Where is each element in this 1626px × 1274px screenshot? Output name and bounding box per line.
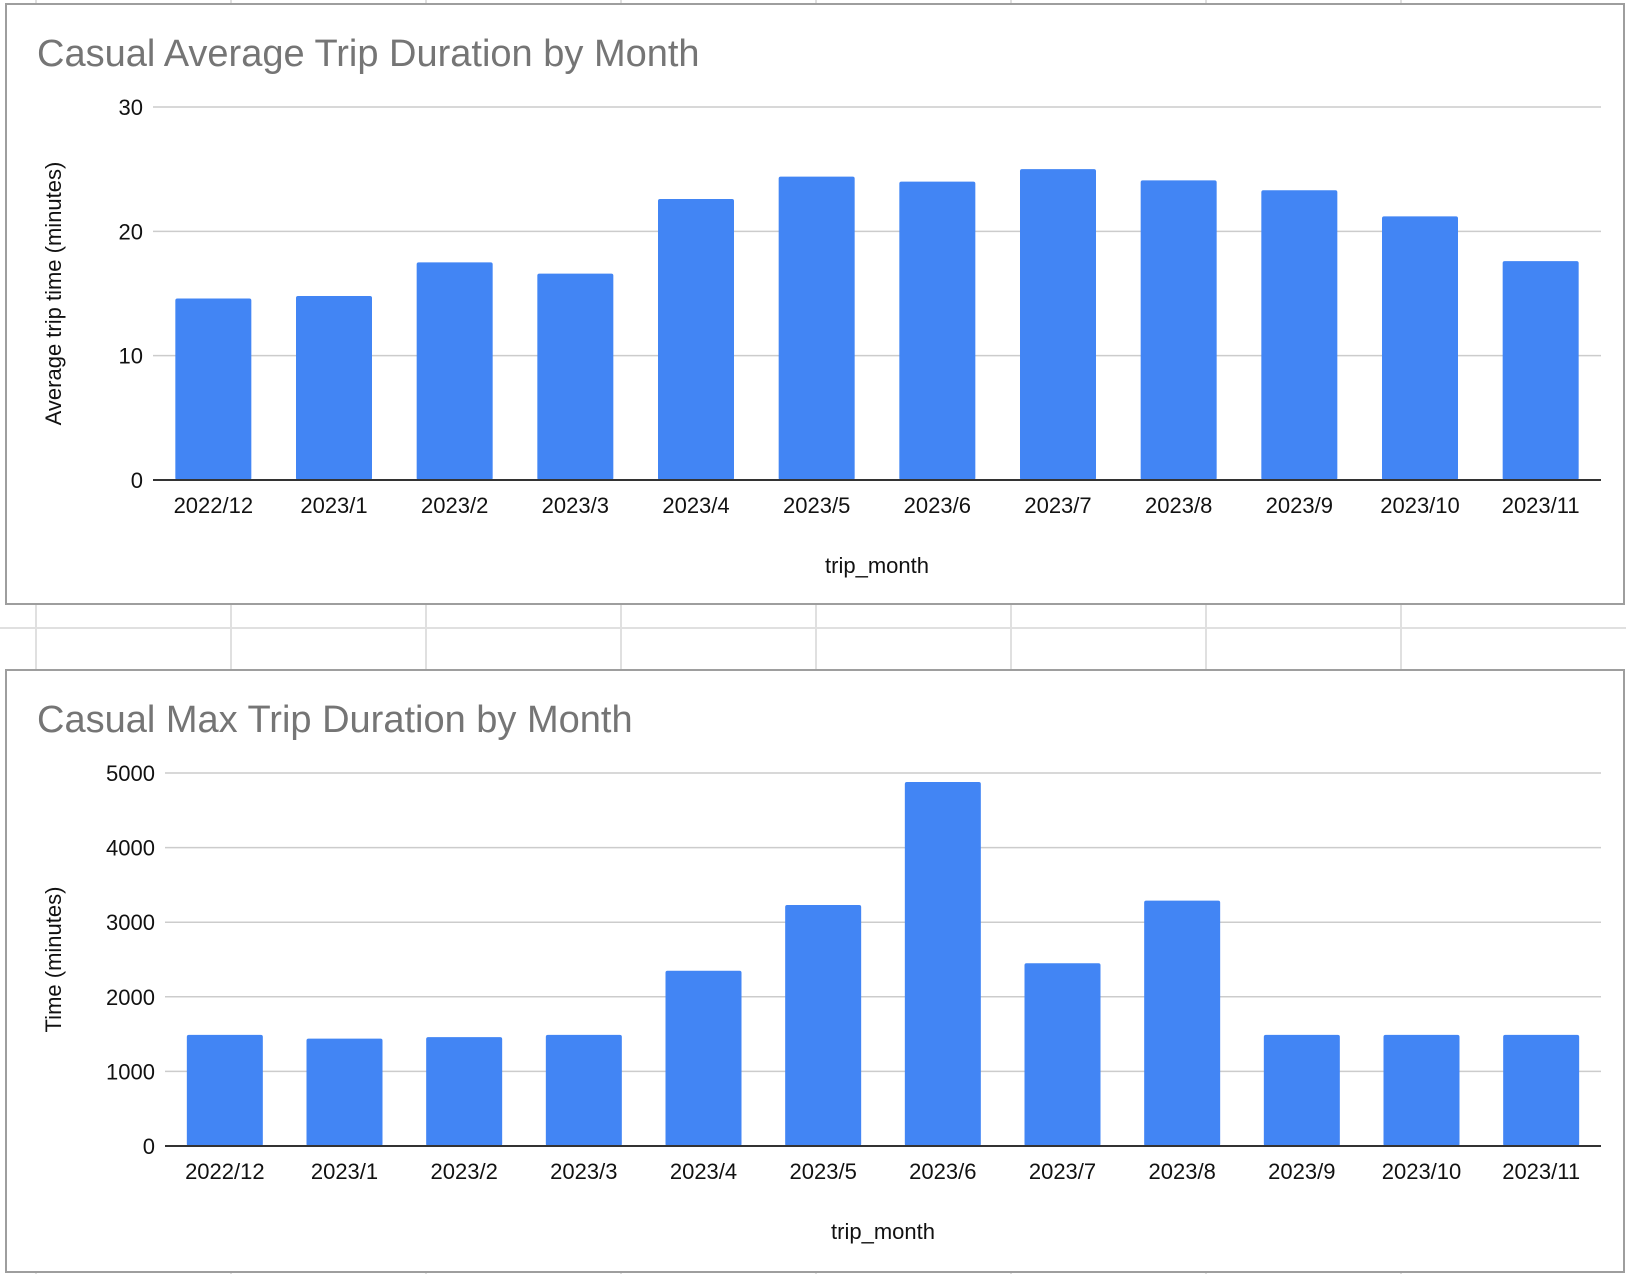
x-tick-label: 2023/4 (662, 493, 729, 518)
x-tick-label: 2023/9 (1268, 1159, 1335, 1184)
avg-trip-duration-plot: 0 10 20 30 2022/12 2023/1 2023/2 2023/3 2023/4 20… (41, 95, 1601, 578)
bar-2023/3 (537, 273, 614, 480)
x-tick-label: 2023/7 (1024, 493, 1091, 518)
x-tick-label: 2023/8 (1149, 1159, 1216, 1184)
y-tick-label: 3000 (106, 910, 155, 935)
bar-2023/7 (1020, 169, 1096, 480)
bar-2023/5 (778, 176, 855, 481)
x-tick-label: 2023/3 (550, 1159, 617, 1184)
x-tick-label: 2023/6 (909, 1159, 976, 1184)
bar-2023/4 (665, 970, 742, 1146)
max-trip-duration-plot: 0 1000 2000 3000 4000 5000 2022/12 2023/1 2023/2… (41, 761, 1601, 1244)
x-tick-label: 2023/1 (311, 1159, 378, 1184)
bar-2023/1 (296, 295, 372, 480)
bar-2023/3 (545, 1034, 622, 1146)
x-tick-label: 2023/6 (904, 493, 971, 518)
x-tick-label: 2023/2 (431, 1159, 498, 1184)
avg-trip-duration-chart[interactable]: Casual Average Trip Duration by Month 0 1… (5, 3, 1625, 605)
bar-2023/5 (785, 905, 862, 1146)
bar-2023/6 (904, 781, 981, 1146)
y-tick-label: 20 (119, 219, 143, 244)
bar-2023/1 (306, 1038, 383, 1146)
bar-2023/9 (1261, 190, 1338, 480)
bar-2023/7 (1024, 963, 1101, 1146)
bar-2023/2 (416, 262, 493, 480)
y-tick-label: 4000 (106, 836, 155, 861)
bar-2023/9 (1263, 1034, 1340, 1146)
y-tick-label: 30 (119, 95, 143, 120)
max-trip-duration-chart[interactable]: Casual Max Trip Duration by Month 0 1000 2… (5, 669, 1625, 1273)
x-axis-title: trip_month (825, 553, 929, 578)
bar-2023/4 (658, 199, 734, 481)
y-tick-label: 5000 (106, 761, 155, 786)
bar-2022/12 (175, 298, 252, 480)
x-tick-label: 2023/4 (670, 1159, 737, 1184)
x-tick-label: 2023/7 (1029, 1159, 1096, 1184)
x-tick-label: 2023/5 (783, 493, 850, 518)
y-axis-title: Average trip time (minutes) (41, 162, 66, 426)
x-tick-label: 2022/12 (185, 1159, 265, 1184)
bar-2023/10 (1383, 1034, 1460, 1146)
bar-2023/6 (899, 181, 976, 480)
chart-title: Casual Max Trip Duration by Month (37, 699, 633, 741)
x-tick-label: 2022/12 (174, 493, 254, 518)
bar-2023/11 (1502, 261, 1579, 480)
bar-2023/8 (1140, 180, 1217, 480)
x-tick-label: 2023/11 (1502, 1159, 1580, 1184)
y-tick-label: 1000 (106, 1059, 155, 1084)
x-tick-label: 2023/5 (790, 1159, 857, 1184)
chart-title: Casual Average Trip Duration by Month (37, 33, 700, 75)
x-tick-label: 2023/10 (1382, 1159, 1462, 1184)
x-tick-label: 2023/2 (421, 493, 488, 518)
x-tick-label: 2023/1 (300, 493, 367, 518)
bar-2022/12 (186, 1034, 263, 1146)
x-tick-label: 2023/11 (1502, 493, 1580, 518)
y-tick-label: 2000 (106, 985, 155, 1010)
x-tick-label: 2023/9 (1266, 493, 1333, 518)
y-axis-title: Time (minutes) (41, 887, 66, 1033)
x-tick-label: 2023/8 (1145, 493, 1212, 518)
y-tick-label: 0 (131, 468, 143, 493)
bar-2023/8 (1144, 900, 1221, 1146)
x-tick-label: 2023/3 (542, 493, 609, 518)
bar-2023/11 (1503, 1034, 1580, 1146)
bar-2023/2 (426, 1037, 503, 1146)
x-tick-label: 2023/10 (1380, 493, 1460, 518)
x-axis-title: trip_month (831, 1219, 935, 1244)
y-tick-label: 0 (143, 1134, 155, 1159)
bar-2023/10 (1382, 216, 1458, 480)
y-tick-label: 10 (119, 344, 143, 369)
